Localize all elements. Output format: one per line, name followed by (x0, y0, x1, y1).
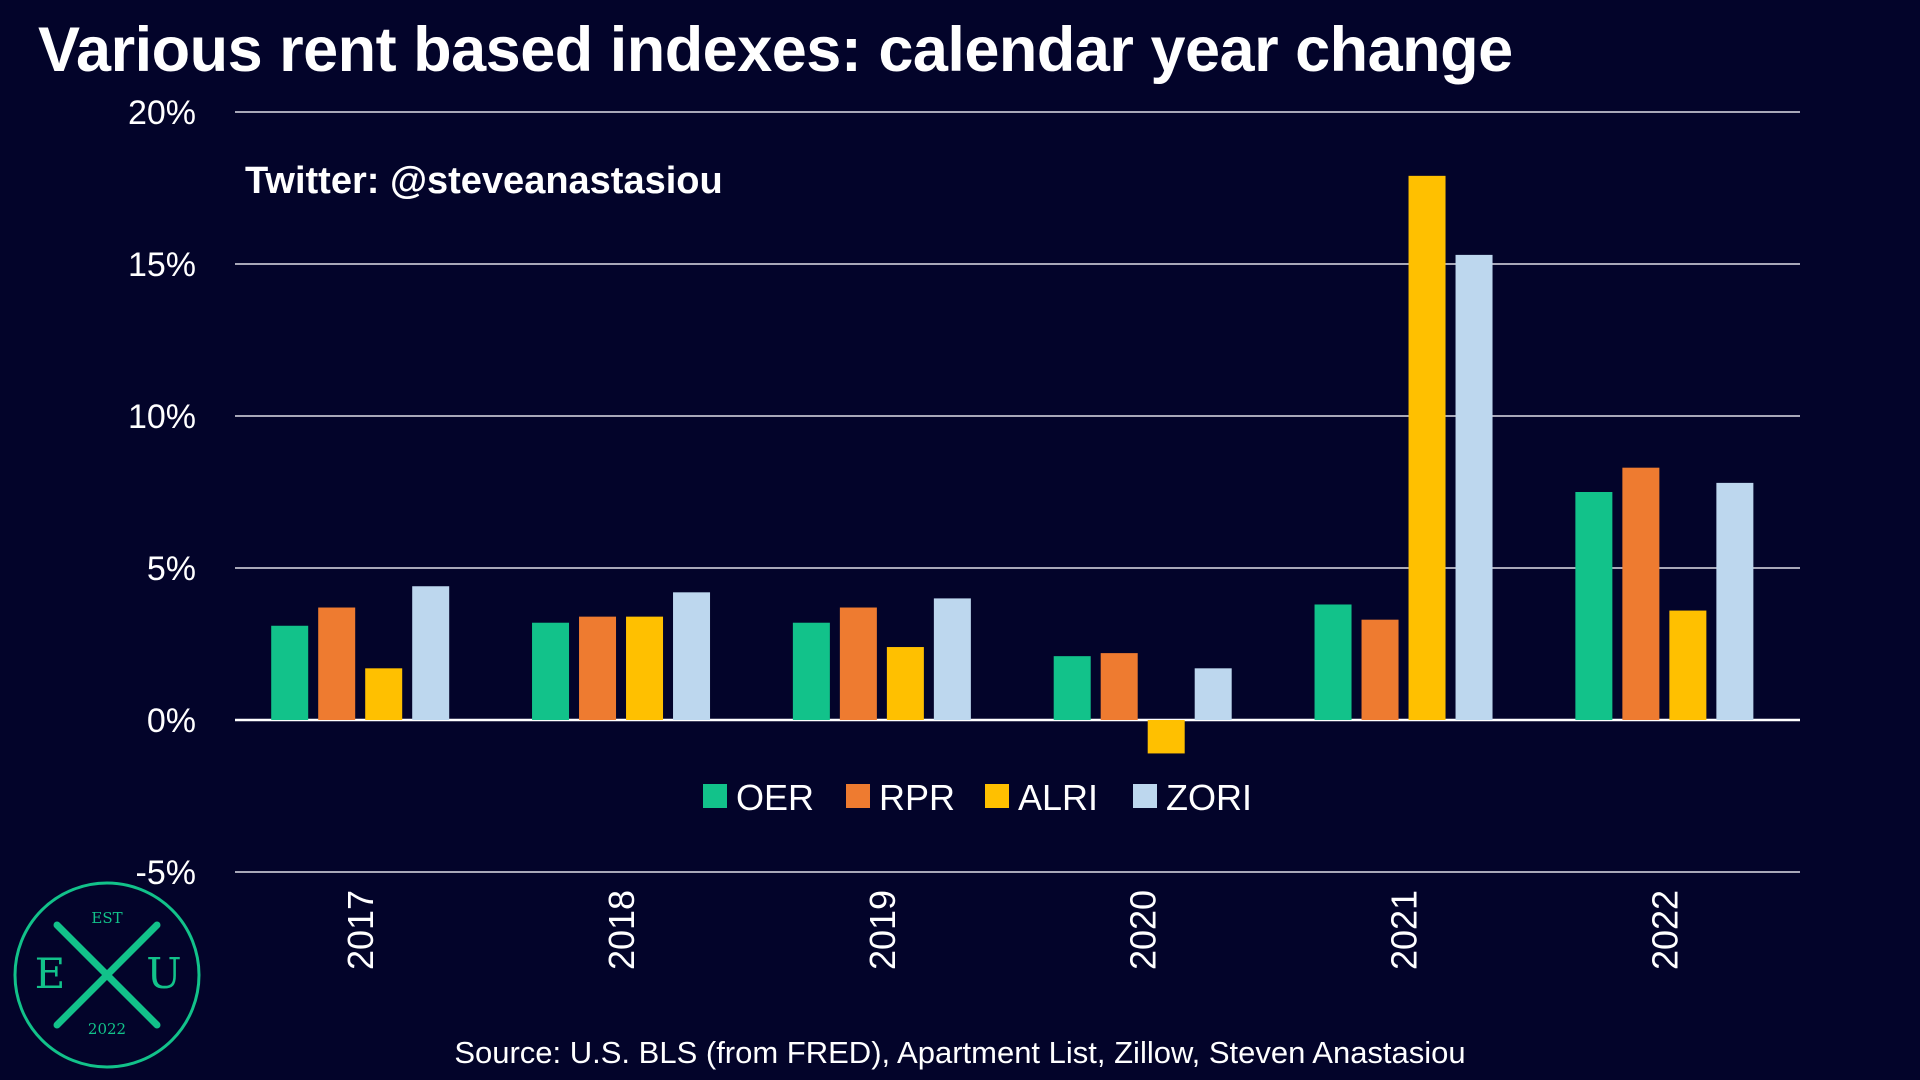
logo-year: 2022 (88, 1020, 126, 1038)
legend-label-rpr: RPR (879, 777, 955, 818)
bar-zori-2017 (412, 586, 450, 720)
x-tick-label: 2017 (340, 890, 381, 970)
x-axis: 2017 2018 2019 2020 2021 2022 (340, 890, 1685, 970)
legend-swatch-rpr (846, 784, 870, 808)
exu-logo: EST E U 2022 (13, 881, 201, 1069)
bar-alri-2019 (886, 647, 924, 720)
bar-oer-2018 (532, 622, 570, 720)
bar-alri-2021 (1408, 175, 1446, 721)
y-tick-label: 0% (147, 702, 196, 740)
bars (271, 175, 1754, 754)
legend-label-oer: OER (736, 777, 814, 818)
bar-rpr-2019 (839, 607, 877, 720)
y-tick-label: -5% (136, 854, 196, 892)
bar-alri-2017 (365, 668, 403, 720)
bar-oer-2020 (1053, 656, 1091, 720)
bar-oer-2022 (1575, 492, 1613, 720)
gridlines (235, 111, 1800, 873)
y-tick-label: 10% (128, 398, 196, 436)
legend-label-alri: ALRI (1018, 777, 1098, 818)
logo-u: U (146, 949, 181, 998)
bar-zori-2020 (1194, 668, 1232, 720)
legend-swatch-alri (985, 784, 1009, 808)
source-note: Source: U.S. BLS (from FRED), Apartment … (454, 1035, 1466, 1070)
logo-e: E (35, 949, 66, 998)
bar-zori-2021 (1455, 254, 1493, 720)
legend: OER RPR ALRI ZORI (703, 777, 1252, 818)
bar-rpr-2018 (579, 616, 617, 720)
x-tick-label: 2020 (1123, 890, 1164, 970)
logo-est: EST (91, 909, 122, 927)
bar-alri-2018 (626, 616, 664, 720)
bar-oer-2021 (1314, 604, 1352, 720)
bar-rpr-2020 (1100, 653, 1138, 720)
x-tick-label: 2019 (862, 890, 903, 970)
bar-rpr-2022 (1622, 467, 1660, 720)
x-tick-label: 2021 (1384, 890, 1425, 970)
twitter-watermark: Twitter: @steveanastasiou (245, 160, 723, 202)
bar-rpr-2021 (1361, 619, 1399, 720)
bar-zori-2018 (673, 592, 711, 720)
y-axis: 20% 15% 10% 5% 0% -5% (128, 94, 196, 892)
chart-title: Various rent based indexes: calendar yea… (38, 15, 1513, 85)
x-tick-label: 2018 (601, 890, 642, 970)
y-tick-label: 20% (128, 94, 196, 132)
legend-label-zori: ZORI (1166, 777, 1252, 818)
bar-rpr-2017 (318, 607, 356, 720)
bar-zori-2022 (1716, 482, 1754, 720)
y-tick-label: 15% (128, 246, 196, 284)
bar-alri-2020 (1147, 720, 1185, 754)
bar-oer-2019 (792, 622, 830, 720)
legend-swatch-oer (703, 784, 727, 808)
bar-oer-2017 (271, 625, 309, 720)
y-tick-label: 5% (147, 550, 196, 588)
bar-alri-2022 (1669, 610, 1707, 720)
bar-zori-2019 (933, 598, 971, 720)
x-tick-label: 2022 (1644, 890, 1685, 970)
legend-swatch-zori (1133, 784, 1157, 808)
